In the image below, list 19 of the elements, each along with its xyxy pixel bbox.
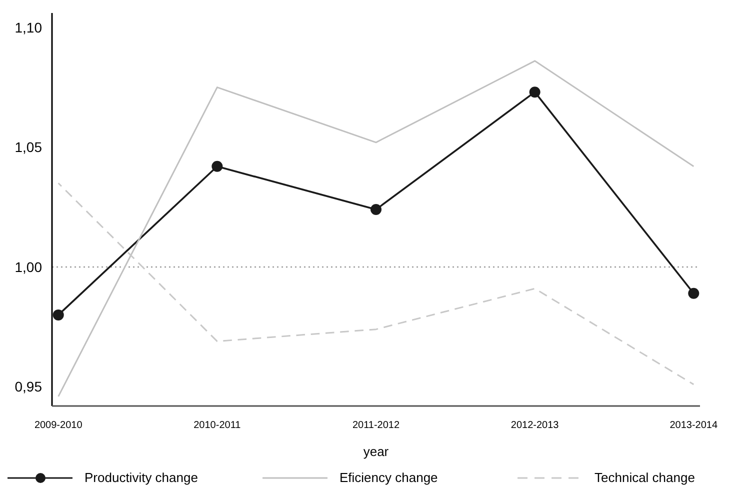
y-tick-label: 1,00 <box>14 258 42 275</box>
legend-label: Technical change <box>594 470 695 485</box>
x-tick-label: 2009-2010 <box>34 420 83 431</box>
point <box>529 86 540 98</box>
point <box>52 309 64 320</box>
y-tick-label: 1,10 <box>14 19 42 36</box>
x-tick-label: 2013-2014 <box>670 420 718 431</box>
point <box>212 160 223 172</box>
y-tick-label: 1,05 <box>14 139 42 156</box>
x-axis-title: year <box>363 444 390 459</box>
x-tick-label: 2012-2013 <box>510 420 560 431</box>
legend-label: Eficiency change <box>340 470 438 485</box>
x-tick-label: 2011-2012 <box>352 420 400 431</box>
point <box>370 204 382 215</box>
x-tick-label: 2010-2011 <box>194 420 242 431</box>
y-tick-label: 0,95 <box>14 378 42 395</box>
legend-label: Productivity change <box>84 470 198 485</box>
line-series <box>58 60 694 398</box>
point <box>688 288 700 299</box>
